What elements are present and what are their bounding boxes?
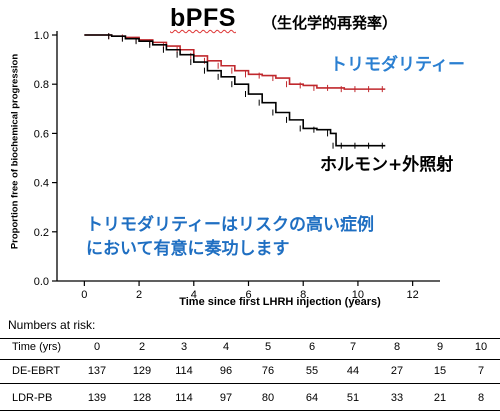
y-tick-label: 0.2 xyxy=(34,227,49,239)
series-label-hormone-ebrt: ホルモン+外照射 xyxy=(320,155,454,175)
y-tick-label: 0.6 xyxy=(34,128,49,140)
series-line-0 xyxy=(84,34,386,90)
risk-cell: 27 xyxy=(390,365,404,377)
risk-cell: 33 xyxy=(390,392,404,404)
risk-cell: 64 xyxy=(305,392,319,404)
risk-cell: 5 xyxy=(264,341,272,353)
x-tick-label: 8 xyxy=(300,289,306,300)
annotation-line: トリモダリティーはリスクの高い症例 xyxy=(86,215,374,235)
risk-row-name: DE-EBRT xyxy=(12,365,61,377)
risk-row-ldr-pb: LDR-PB 139 128 114 97 80 64 51 33 21 8 xyxy=(0,389,500,409)
x-axis-label: Time since first LHRH injection (years) xyxy=(179,296,381,308)
x-tick-label: 0 xyxy=(81,289,87,300)
risk-cell: 7 xyxy=(477,365,485,377)
y-axis-label: Proportion free of biochemical progressi… xyxy=(9,53,21,250)
chart-title: bPFS xyxy=(170,4,236,32)
ticks: 0.0 0.2 0.4 0.6 0.8 1.0 0 2 4 6 8 10 12 xyxy=(34,30,419,300)
y-tick-label: 0.8 xyxy=(34,79,49,91)
risk-cell: 10 xyxy=(474,341,488,353)
title-area: bPFS （生化学的再発率） xyxy=(170,4,500,34)
risk-table-heading: Numbers at risk: xyxy=(8,318,96,332)
risk-row-de-ebrt: DE-EBRT 137 129 114 96 76 55 44 27 15 7 xyxy=(0,362,500,382)
risk-cell: 129 xyxy=(132,365,152,377)
x-tick-label: 4 xyxy=(191,289,197,300)
y-tick-label: 1.0 xyxy=(34,30,49,42)
risk-cell: 3 xyxy=(180,341,188,353)
x-tick-label: 12 xyxy=(407,289,419,300)
annotation-line: において有意に奏功します xyxy=(86,239,290,259)
risk-cell: 114 xyxy=(175,365,193,377)
x-tick-label: 2 xyxy=(136,289,142,300)
risk-cell: 7 xyxy=(349,341,357,353)
risk-cell: 8 xyxy=(477,392,485,404)
series-label-trimodality: トリモダリティー xyxy=(330,55,465,75)
risk-cell: 80 xyxy=(261,392,275,404)
x-tick-label: 10 xyxy=(352,289,364,300)
risk-header-row: Time (yrs) 0 2 3 4 5 6 7 8 9 10 xyxy=(0,338,500,358)
risk-cell: 2 xyxy=(138,341,146,353)
risk-cell: 96 xyxy=(219,365,233,377)
risk-cell: 9 xyxy=(436,341,444,353)
series-group xyxy=(84,33,386,149)
table-divider xyxy=(0,359,500,360)
risk-cell: 44 xyxy=(346,365,360,377)
risk-cell: 21 xyxy=(433,392,447,404)
risk-cell: 8 xyxy=(393,341,401,353)
risk-cell: 139 xyxy=(87,392,107,404)
km-chart: 0.0 0.2 0.4 0.6 0.8 1.0 0 2 4 6 8 10 12 xyxy=(34,30,440,300)
risk-cell: 128 xyxy=(132,392,152,404)
chart-subtitle: （生化学的再発率） xyxy=(262,14,398,32)
table-divider xyxy=(0,410,500,411)
x-tick-label: 6 xyxy=(245,289,251,300)
annotation: トリモダリティーはリスクの高い症例 において有意に奏功します xyxy=(86,213,466,261)
table-divider xyxy=(0,338,500,339)
y-tick-label: 0.4 xyxy=(34,178,49,190)
risk-row-name: LDR-PB xyxy=(12,392,53,404)
risk-cell: 114 xyxy=(175,392,193,404)
risk-cell: 137 xyxy=(87,365,107,377)
risk-cell: 4 xyxy=(222,341,230,353)
risk-cell: 51 xyxy=(346,392,360,404)
series-line-1 xyxy=(84,34,386,147)
risk-cell: 76 xyxy=(261,365,275,377)
risk-cell: 15 xyxy=(433,365,447,377)
risk-cell: 55 xyxy=(305,365,319,377)
risk-cell: 0 xyxy=(93,341,101,353)
risk-cell: 6 xyxy=(308,341,316,353)
y-tick-label: 0.0 xyxy=(34,276,49,288)
risk-row-name: Time (yrs) xyxy=(12,341,62,353)
risk-cell: 97 xyxy=(219,392,233,404)
table-divider xyxy=(0,383,500,384)
